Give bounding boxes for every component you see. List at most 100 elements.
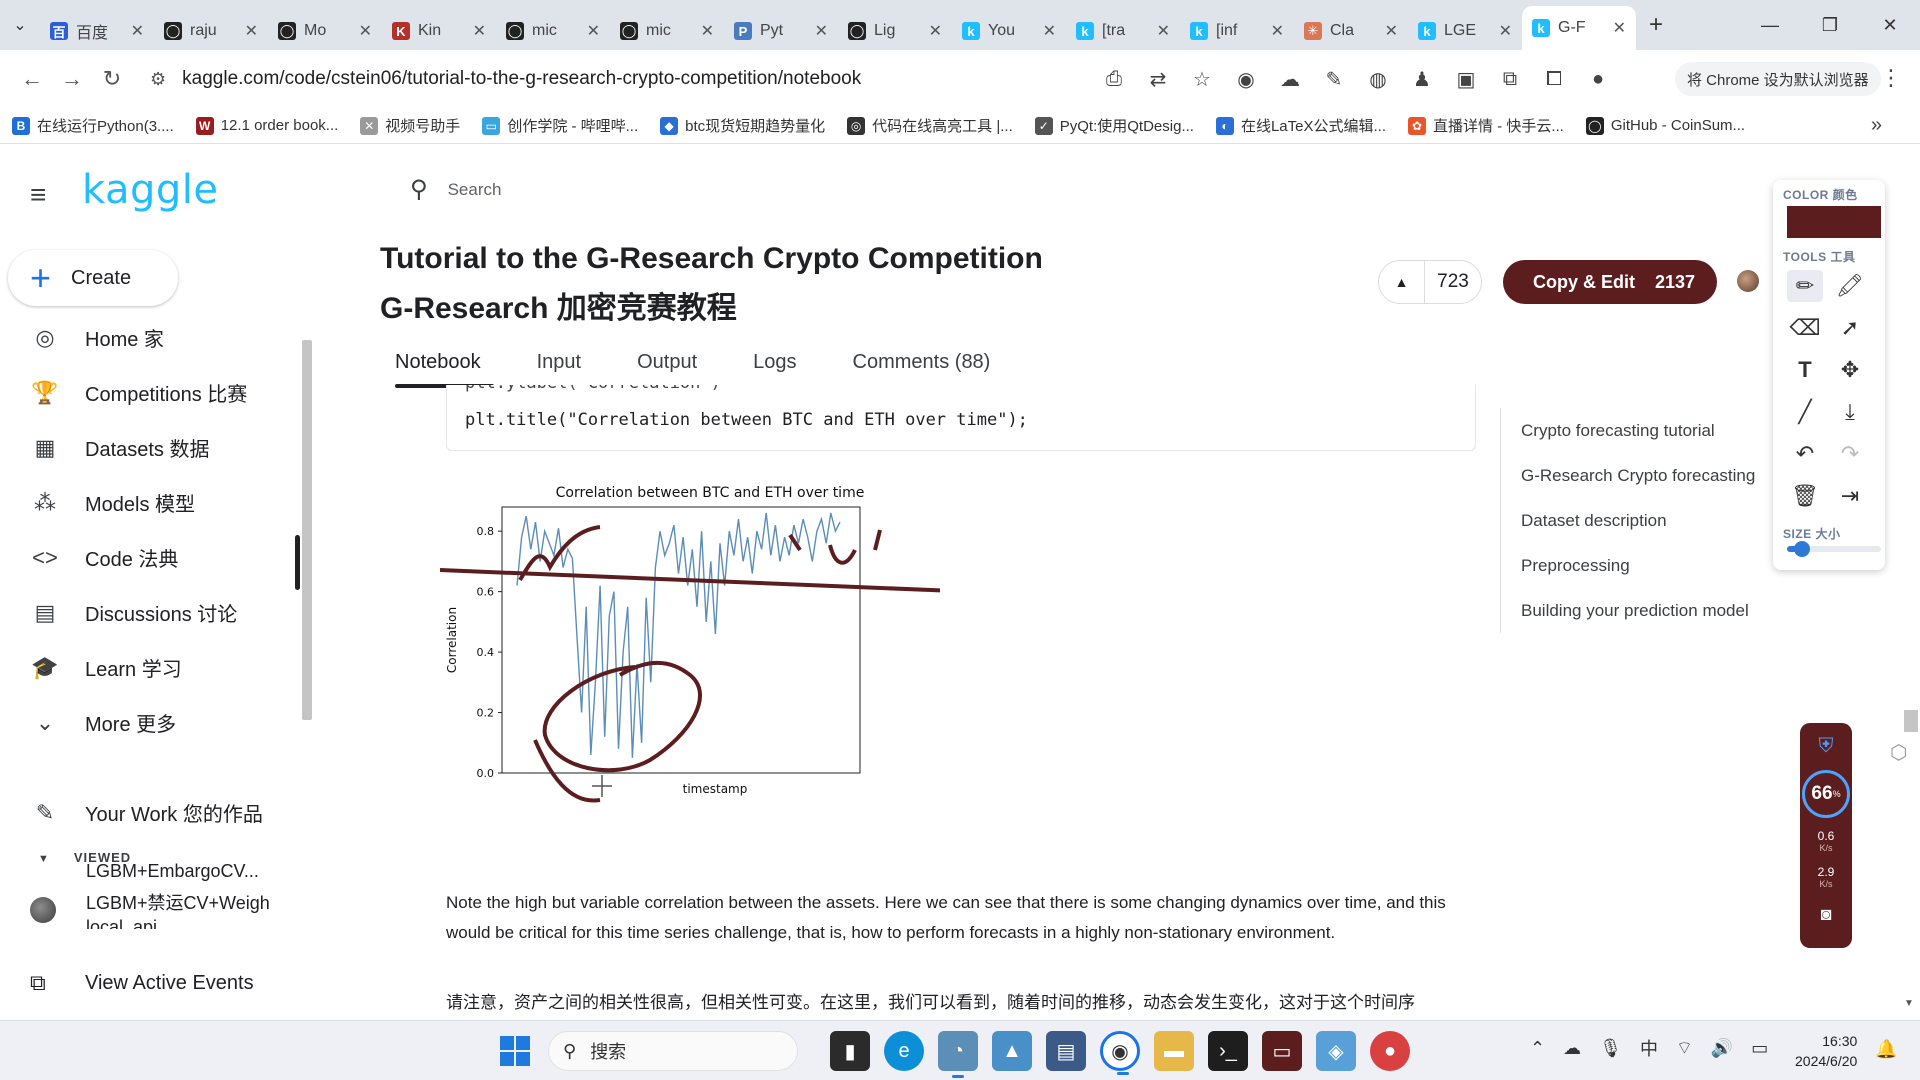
ime-indicator[interactable]: 中	[1639, 1039, 1658, 1059]
close-tab-icon[interactable]: ✕	[1270, 23, 1284, 40]
photos-icon[interactable]: ▲	[992, 1031, 1032, 1071]
record-extension-icon[interactable]: ▣	[1456, 68, 1476, 91]
translate-icon[interactable]: ⇄	[1149, 68, 1167, 91]
taskbar-app-icon[interactable]: ▮	[830, 1031, 870, 1071]
extension-icon[interactable]: ☁	[1280, 68, 1300, 91]
cloud-icon[interactable]: ☁	[1563, 1037, 1582, 1058]
reload-button[interactable]: ↻	[102, 66, 122, 91]
close-tab-icon[interactable]: ✕	[1612, 20, 1626, 37]
taskbar-clock[interactable]: 16:30 2024/6/20	[1795, 1031, 1857, 1071]
browser-tab[interactable]: k [inf ✕	[1180, 12, 1294, 50]
bookmark-item[interactable]: ◐ 在线LaTeX公式编辑...	[1215, 115, 1386, 136]
show-hidden-icons-icon[interactable]: ⌃	[1530, 1037, 1546, 1058]
new-tab-button[interactable]: +	[1648, 11, 1663, 38]
pen-extension-icon[interactable]: ✎	[1325, 68, 1343, 91]
browser-tab[interactable]: ◯ mic ✕	[610, 12, 724, 50]
browser-tab[interactable]: k You ✕	[952, 12, 1066, 50]
taskbar-app-icon[interactable]: ●	[1370, 1031, 1410, 1071]
tab-comments[interactable]: Comments (88)	[852, 351, 991, 373]
size-slider[interactable]	[1787, 541, 1881, 557]
browser-tab[interactable]: ✳ Cla ✕	[1294, 12, 1408, 50]
close-tab-icon[interactable]: ✕	[700, 23, 714, 40]
browser-tab[interactable]: k G-F ✕	[1522, 6, 1636, 50]
kaggle-logo[interactable]: kaggle	[82, 167, 219, 213]
more-bookmarks-icon[interactable]: »	[1870, 114, 1882, 136]
upvote-arrow-icon[interactable]: ▲	[1379, 260, 1425, 304]
view-active-events-link[interactable]: ⧉ View Active Events	[30, 970, 254, 996]
wifi-icon[interactable]: ⌔	[1675, 1037, 1693, 1058]
install-app-icon[interactable]: ⎙	[1106, 67, 1122, 90]
taskbar-search[interactable]: ⚲ 搜索	[548, 1031, 798, 1071]
camera-icon[interactable]: ◙	[1820, 904, 1832, 924]
line-tool-icon[interactable]: ╱	[1798, 399, 1812, 424]
marker-icon[interactable]: 🖍	[1836, 273, 1864, 298]
bookmark-item[interactable]: ◎ 代码在线高亮工具 |...	[847, 115, 1013, 136]
sidebar-item-home[interactable]: ◎ Home 家	[0, 310, 300, 365]
cube-icon[interactable]: ⬡	[1890, 742, 1908, 764]
close-tab-icon[interactable]: ✕	[1042, 23, 1056, 40]
tab-search-button[interactable]: ⌄	[13, 17, 27, 34]
browser-tab[interactable]: k LGE ✕	[1408, 12, 1522, 50]
page-scrollbar-thumb[interactable]	[1904, 710, 1918, 732]
notification-bell-icon[interactable]: 🔔	[1875, 1039, 1898, 1059]
sidebar-item-competitions[interactable]: 🏆 Competitions 比赛	[0, 365, 300, 420]
create-button[interactable]: + Create	[8, 250, 178, 306]
text-tool-icon[interactable]: T	[1798, 357, 1812, 382]
extension-icon[interactable]: ◉	[1237, 68, 1255, 91]
viewed-item[interactable]: local_api	[86, 917, 158, 929]
bookmark-item[interactable]: ◯ GitHub - CoinSum...	[1585, 115, 1745, 136]
browser-tab[interactable]: k [tra ✕	[1066, 12, 1180, 50]
upvote-control[interactable]: ▲ 723	[1378, 260, 1482, 304]
toc-item[interactable]: Dataset description	[1521, 510, 1667, 530]
pencil-icon[interactable]: ✏	[1787, 270, 1823, 302]
undo-icon[interactable]: ↶	[1795, 441, 1815, 466]
taskbar-app-icon[interactable]: ▤	[1046, 1031, 1086, 1071]
browser-tab[interactable]: ◯ Lig ✕	[838, 12, 952, 50]
edge-icon[interactable]: e	[884, 1031, 924, 1071]
bookmark-star-icon[interactable]: ☆	[1193, 68, 1211, 91]
puzzle-icon[interactable]: ⧠	[1546, 67, 1562, 90]
screenshot-extension-icon[interactable]: ⧉	[1502, 67, 1518, 90]
file-explorer-icon[interactable]: ▬	[1154, 1031, 1194, 1071]
profile-avatar-icon[interactable]: ●	[1591, 67, 1605, 90]
chrome-menu-icon[interactable]: ⋮	[1880, 65, 1902, 90]
set-default-browser-button[interactable]: 将 Chrome 设为默认浏览器	[1675, 62, 1881, 96]
close-window-icon[interactable]: ✕	[1882, 14, 1898, 35]
viewed-item[interactable]: LGBM+EmbargoCV...	[86, 861, 259, 881]
download-icon[interactable]: ⤓	[1845, 399, 1855, 424]
browser-tab[interactable]: K Kin ✕	[382, 12, 496, 50]
viewed-section-header[interactable]: ▼ VIEWED	[38, 850, 131, 865]
menu-icon[interactable]: ≡	[30, 179, 47, 210]
close-tab-icon[interactable]: ✕	[1498, 23, 1512, 40]
chat-extension-icon[interactable]: ◍	[1369, 68, 1387, 91]
copy-and-edit-button[interactable]: Copy & Edit 2137	[1503, 260, 1717, 304]
exit-icon[interactable]: ⇥	[1840, 483, 1860, 508]
bookmark-item[interactable]: B 在线运行Python(3....	[12, 115, 174, 136]
close-tab-icon[interactable]: ✕	[928, 23, 942, 40]
scroll-down-arrow-icon[interactable]: ▼	[1904, 998, 1914, 1009]
eraser-icon[interactable]: ⌫	[1789, 315, 1821, 340]
bookmark-item[interactable]: W 12.1 order book...	[195, 115, 338, 136]
tab-logs[interactable]: Logs	[753, 351, 797, 373]
close-tab-icon[interactable]: ✕	[358, 23, 372, 40]
move-icon[interactable]: ✥	[1840, 357, 1860, 382]
browser-tab[interactable]: P Pyt ✕	[724, 12, 838, 50]
redo-icon[interactable]: ↷	[1840, 441, 1860, 466]
sidebar-item-your-work[interactable]: ✎ Your Work 您的作品	[0, 785, 263, 840]
close-tab-icon[interactable]: ✕	[1156, 23, 1170, 40]
chrome-icon[interactable]: ◉	[1100, 1031, 1140, 1075]
size-slider-knob[interactable]	[1794, 541, 1811, 557]
microphone-icon[interactable]: 🎙	[1599, 1037, 1622, 1058]
back-button[interactable]: ←	[21, 66, 43, 91]
sidebar-item-code[interactable]: <> Code 法典	[0, 530, 300, 590]
battery-icon[interactable]: ▭	[1751, 1037, 1769, 1058]
close-tab-icon[interactable]: ✕	[586, 23, 600, 40]
toc-item[interactable]: G-Research Crypto forecasting	[1521, 465, 1756, 485]
kaggle-search[interactable]: ⚲ Search	[410, 175, 501, 204]
minimize-icon[interactable]: —	[1761, 14, 1779, 35]
sidebar-item-learn[interactable]: 🎓 Learn 学习	[0, 640, 300, 695]
toc-item[interactable]: Building your prediction model	[1521, 600, 1749, 620]
color-swatch[interactable]	[1787, 206, 1881, 238]
bookmark-item[interactable]: ◆ btc现货短期趋势量化	[660, 115, 825, 136]
close-tab-icon[interactable]: ✕	[130, 23, 144, 40]
